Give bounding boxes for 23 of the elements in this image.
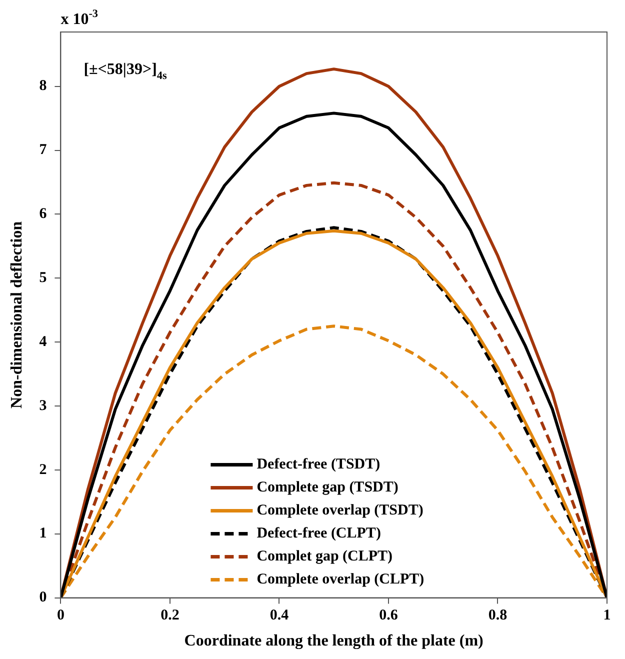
x-tick-label: 0.4: [270, 608, 290, 624]
y-tick-label: 5: [39, 270, 47, 286]
y-tick-label: 8: [39, 78, 47, 94]
legend-label: Complete overlap (CLPT): [256, 572, 424, 588]
y-tick-label: 1: [39, 526, 47, 542]
legend-label: Complet gap (CLPT): [256, 548, 393, 565]
x-tick-label: 0.2: [160, 608, 180, 624]
x-tick-label: 0.6: [379, 608, 398, 624]
y-tick-label: 6: [39, 206, 48, 222]
x-tick-label: 0.8: [488, 608, 508, 624]
legend-label: Complete gap (TSDT): [256, 480, 398, 496]
x-tick-label: 1: [603, 608, 611, 624]
x-axis-title: Coordinate along the length of the plate (m): [184, 632, 484, 650]
x-tick-label: 0: [56, 608, 64, 624]
y-tick-label: 4: [39, 334, 48, 350]
y-axis-title: Non-dimensional deflection: [8, 221, 26, 408]
y-tick-label: 7: [39, 142, 48, 158]
y-tick-label: 2: [39, 462, 47, 478]
y-tick-label: 0: [39, 590, 47, 606]
legend-label: Defect-free (TSDT): [256, 456, 380, 473]
legend-label: Defect-free (CLPT): [256, 526, 381, 542]
legend-label: Complete overlap (TSDT): [256, 502, 424, 519]
y-tick-label: 3: [39, 398, 47, 414]
